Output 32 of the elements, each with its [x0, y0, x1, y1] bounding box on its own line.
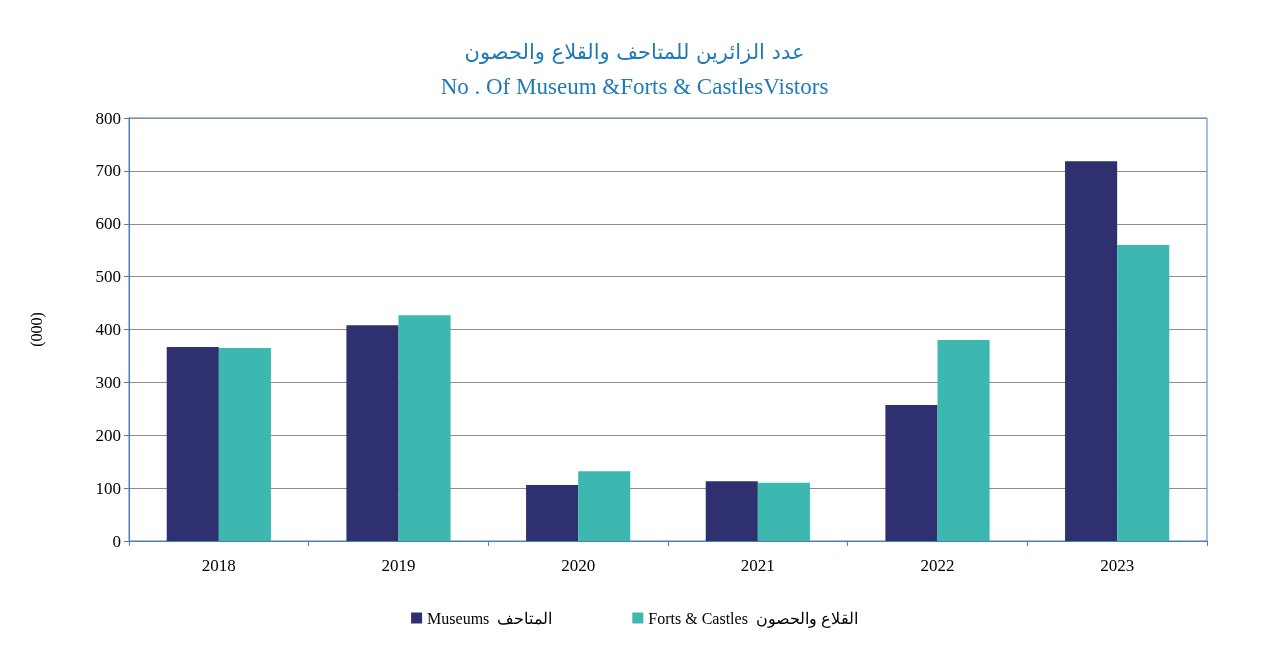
y-tick-label: 700	[95, 161, 121, 181]
x-tick-label: 2019	[381, 556, 416, 575]
bar	[1065, 161, 1118, 541]
y-axis-title: (000)	[27, 312, 46, 347]
bar	[218, 348, 271, 541]
y-tick-label: 100	[95, 478, 121, 498]
y-tick-label: 400	[95, 320, 121, 339]
y-tick-label: 200	[95, 425, 121, 445]
bar	[346, 325, 399, 541]
bar	[937, 340, 990, 541]
y-tick-label: 0	[112, 531, 121, 551]
bar	[578, 471, 631, 541]
y-tick-label: 500	[95, 267, 121, 287]
chart-subtitle: No . Of Museum &Forts & CastlesVistors	[440, 74, 829, 99]
bar	[166, 346, 219, 541]
x-tick-label: 2020	[561, 556, 596, 575]
y-tick-label: 300	[95, 372, 121, 392]
bar	[526, 484, 579, 541]
bar	[398, 315, 451, 541]
x-tick-label: 2022	[920, 556, 955, 575]
x-tick-label: 2021	[740, 556, 775, 575]
y-tick-label: 800	[95, 108, 121, 128]
bar	[757, 482, 810, 541]
bar	[885, 405, 938, 541]
bar	[1117, 244, 1170, 541]
legend-label: Museums المتاحف	[427, 609, 553, 627]
y-tick-label: 600	[95, 214, 121, 234]
x-tick-label: 2023	[1100, 556, 1135, 575]
bar	[705, 481, 758, 541]
x-tick-label: 2018	[201, 556, 236, 575]
legend-label: Forts & Castles القلاع والحصون	[648, 609, 858, 628]
chart-title: عدد الزائرين للمتاحف والقلاع والحصون	[464, 39, 805, 64]
